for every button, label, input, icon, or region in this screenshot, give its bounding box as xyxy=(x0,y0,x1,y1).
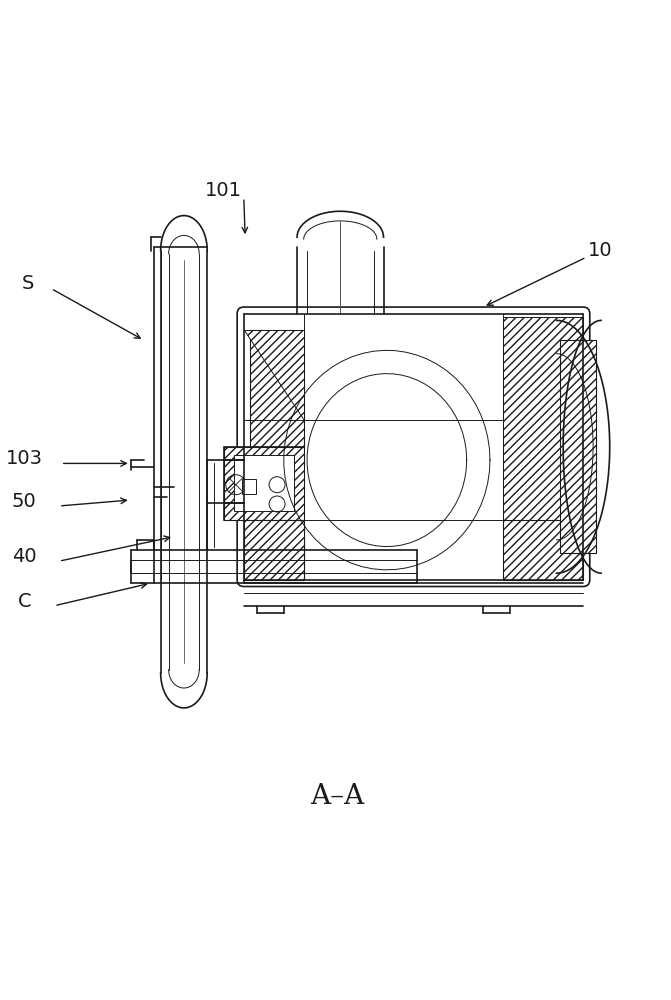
Bar xyxy=(244,520,304,580)
PathPatch shape xyxy=(244,330,304,420)
Text: A–A: A–A xyxy=(310,783,364,810)
Text: 103: 103 xyxy=(6,449,43,468)
FancyBboxPatch shape xyxy=(237,307,590,586)
Bar xyxy=(250,330,304,447)
Bar xyxy=(503,520,583,580)
Text: 101: 101 xyxy=(205,181,242,200)
Bar xyxy=(503,317,583,520)
Bar xyxy=(250,527,304,580)
Bar xyxy=(560,340,597,553)
Text: 40: 40 xyxy=(12,547,36,566)
Bar xyxy=(517,354,563,487)
Text: 10: 10 xyxy=(587,241,612,260)
Text: 50: 50 xyxy=(12,492,37,511)
Bar xyxy=(224,447,304,520)
Text: C: C xyxy=(17,592,31,611)
Bar xyxy=(242,479,256,494)
Bar xyxy=(224,447,304,520)
Bar xyxy=(517,533,563,580)
Text: S: S xyxy=(21,274,34,293)
Bar xyxy=(234,455,294,511)
